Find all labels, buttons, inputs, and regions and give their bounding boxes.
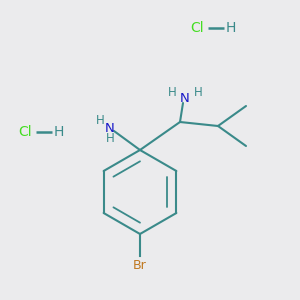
- Text: N: N: [180, 92, 190, 104]
- Text: H: H: [226, 21, 236, 35]
- Text: H: H: [54, 125, 64, 139]
- Text: Cl: Cl: [190, 21, 204, 35]
- Text: N: N: [105, 122, 115, 134]
- Text: Br: Br: [133, 259, 147, 272]
- Text: Cl: Cl: [18, 125, 32, 139]
- Text: H: H: [106, 133, 114, 146]
- Text: H: H: [168, 86, 176, 100]
- Text: H: H: [96, 113, 104, 127]
- Text: H: H: [194, 86, 202, 100]
